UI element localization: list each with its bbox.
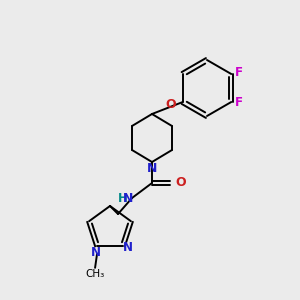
Text: O: O [165,98,176,112]
Text: N: N [123,193,133,206]
Text: CH₃: CH₃ [85,269,105,279]
Text: F: F [235,67,243,80]
Text: O: O [175,176,186,190]
Text: F: F [235,97,243,110]
Text: N: N [147,163,157,176]
Text: N: N [123,241,133,254]
Text: N: N [91,246,101,259]
Text: H: H [118,193,128,206]
